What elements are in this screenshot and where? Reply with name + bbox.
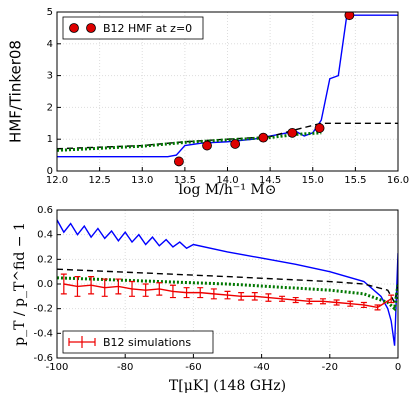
x-axis-label: log M/h⁻¹ M⊙ <box>179 182 277 198</box>
y-tick-label: 0.4 <box>37 230 53 241</box>
y-tick-label: -0.4 <box>33 328 53 339</box>
error-bar <box>197 287 204 299</box>
y-axis-label: HMF/Tinker08 <box>7 40 25 143</box>
y-tick-label: 2 <box>47 102 53 113</box>
legend-box <box>62 330 214 354</box>
y-tick-label: 4 <box>47 39 53 50</box>
x-tick-label: -20 <box>322 362 338 373</box>
line <box>57 131 322 152</box>
marker <box>230 139 241 149</box>
y-tick-label: 1 <box>47 134 53 145</box>
error-bar <box>224 290 231 300</box>
legend-marker <box>68 336 96 348</box>
marker <box>258 132 269 143</box>
error-bar <box>388 294 395 304</box>
line <box>57 276 398 312</box>
x-tick-label: 13.0 <box>131 175 153 186</box>
y-tick-label: -0.6 <box>33 353 53 364</box>
axes-frame <box>56 209 399 359</box>
x-tick-label: -100 <box>46 362 69 373</box>
y-tick-label: 3 <box>47 71 53 82</box>
x-tick-label: 14.0 <box>216 175 238 186</box>
x-tick-label: 13.5 <box>174 175 196 186</box>
error-bar <box>183 287 190 299</box>
error-bar <box>60 273 67 295</box>
line <box>57 268 398 305</box>
error-bar <box>360 301 367 309</box>
y-tick-label: 5 <box>47 7 53 18</box>
x-tick-label: 12.0 <box>46 175 68 186</box>
y-tick-label: 0.6 <box>37 205 53 216</box>
x-tick-label: -60 <box>185 362 201 373</box>
error-bar <box>156 282 163 296</box>
legend-label: B12 HMF at z=0 <box>103 22 192 35</box>
error-bar <box>129 280 136 297</box>
y-tick-label: 0.0 <box>37 279 53 290</box>
x-axis-label: T[μK] (148 GHz) <box>169 378 286 394</box>
plot-area <box>57 219 398 346</box>
marker <box>174 156 184 167</box>
marker <box>202 140 212 151</box>
error-bar <box>74 276 81 297</box>
error-bar <box>115 278 122 295</box>
axes-frame <box>56 11 399 172</box>
error-bar <box>238 292 245 301</box>
y-tick-label: 0 <box>47 166 53 177</box>
x-tick-label: 15.5 <box>344 175 366 186</box>
legend-marker <box>69 23 79 33</box>
error-bar <box>279 295 286 302</box>
line <box>57 14 398 158</box>
error-bar <box>292 296 299 304</box>
error-bar <box>210 288 217 300</box>
line <box>57 219 398 346</box>
error-bar <box>101 278 108 297</box>
error-bar <box>142 283 149 297</box>
error-bar <box>251 292 258 301</box>
error-bar <box>169 284 176 299</box>
error-bar <box>306 298 313 305</box>
error-bar <box>333 299 340 306</box>
y-axis-label: p_T / p_T^fid − 1 <box>12 222 28 346</box>
x-tick-label: 14.5 <box>259 175 281 186</box>
marker <box>344 12 355 21</box>
y-tick-label: -0.2 <box>33 304 53 315</box>
y-tick-label: 0.2 <box>37 254 53 265</box>
marker <box>287 127 298 138</box>
x-tick-label: -80 <box>117 362 133 373</box>
error-bar <box>319 298 326 305</box>
x-tick-label: 12.5 <box>88 175 110 186</box>
x-tick-label: -40 <box>253 362 269 373</box>
marker <box>314 123 325 133</box>
legend-box <box>62 16 204 40</box>
error-bar <box>347 300 354 307</box>
x-tick-label: 15.0 <box>302 175 324 186</box>
legend-marker <box>86 23 96 33</box>
x-tick-label: 16.0 <box>387 175 409 186</box>
error-bar <box>88 276 95 295</box>
error-bar <box>374 304 381 311</box>
legend-label: B12 simulations <box>103 336 191 349</box>
plot-area <box>57 12 398 167</box>
error-bar <box>265 293 272 302</box>
x-tick-label: 0 <box>395 362 401 373</box>
